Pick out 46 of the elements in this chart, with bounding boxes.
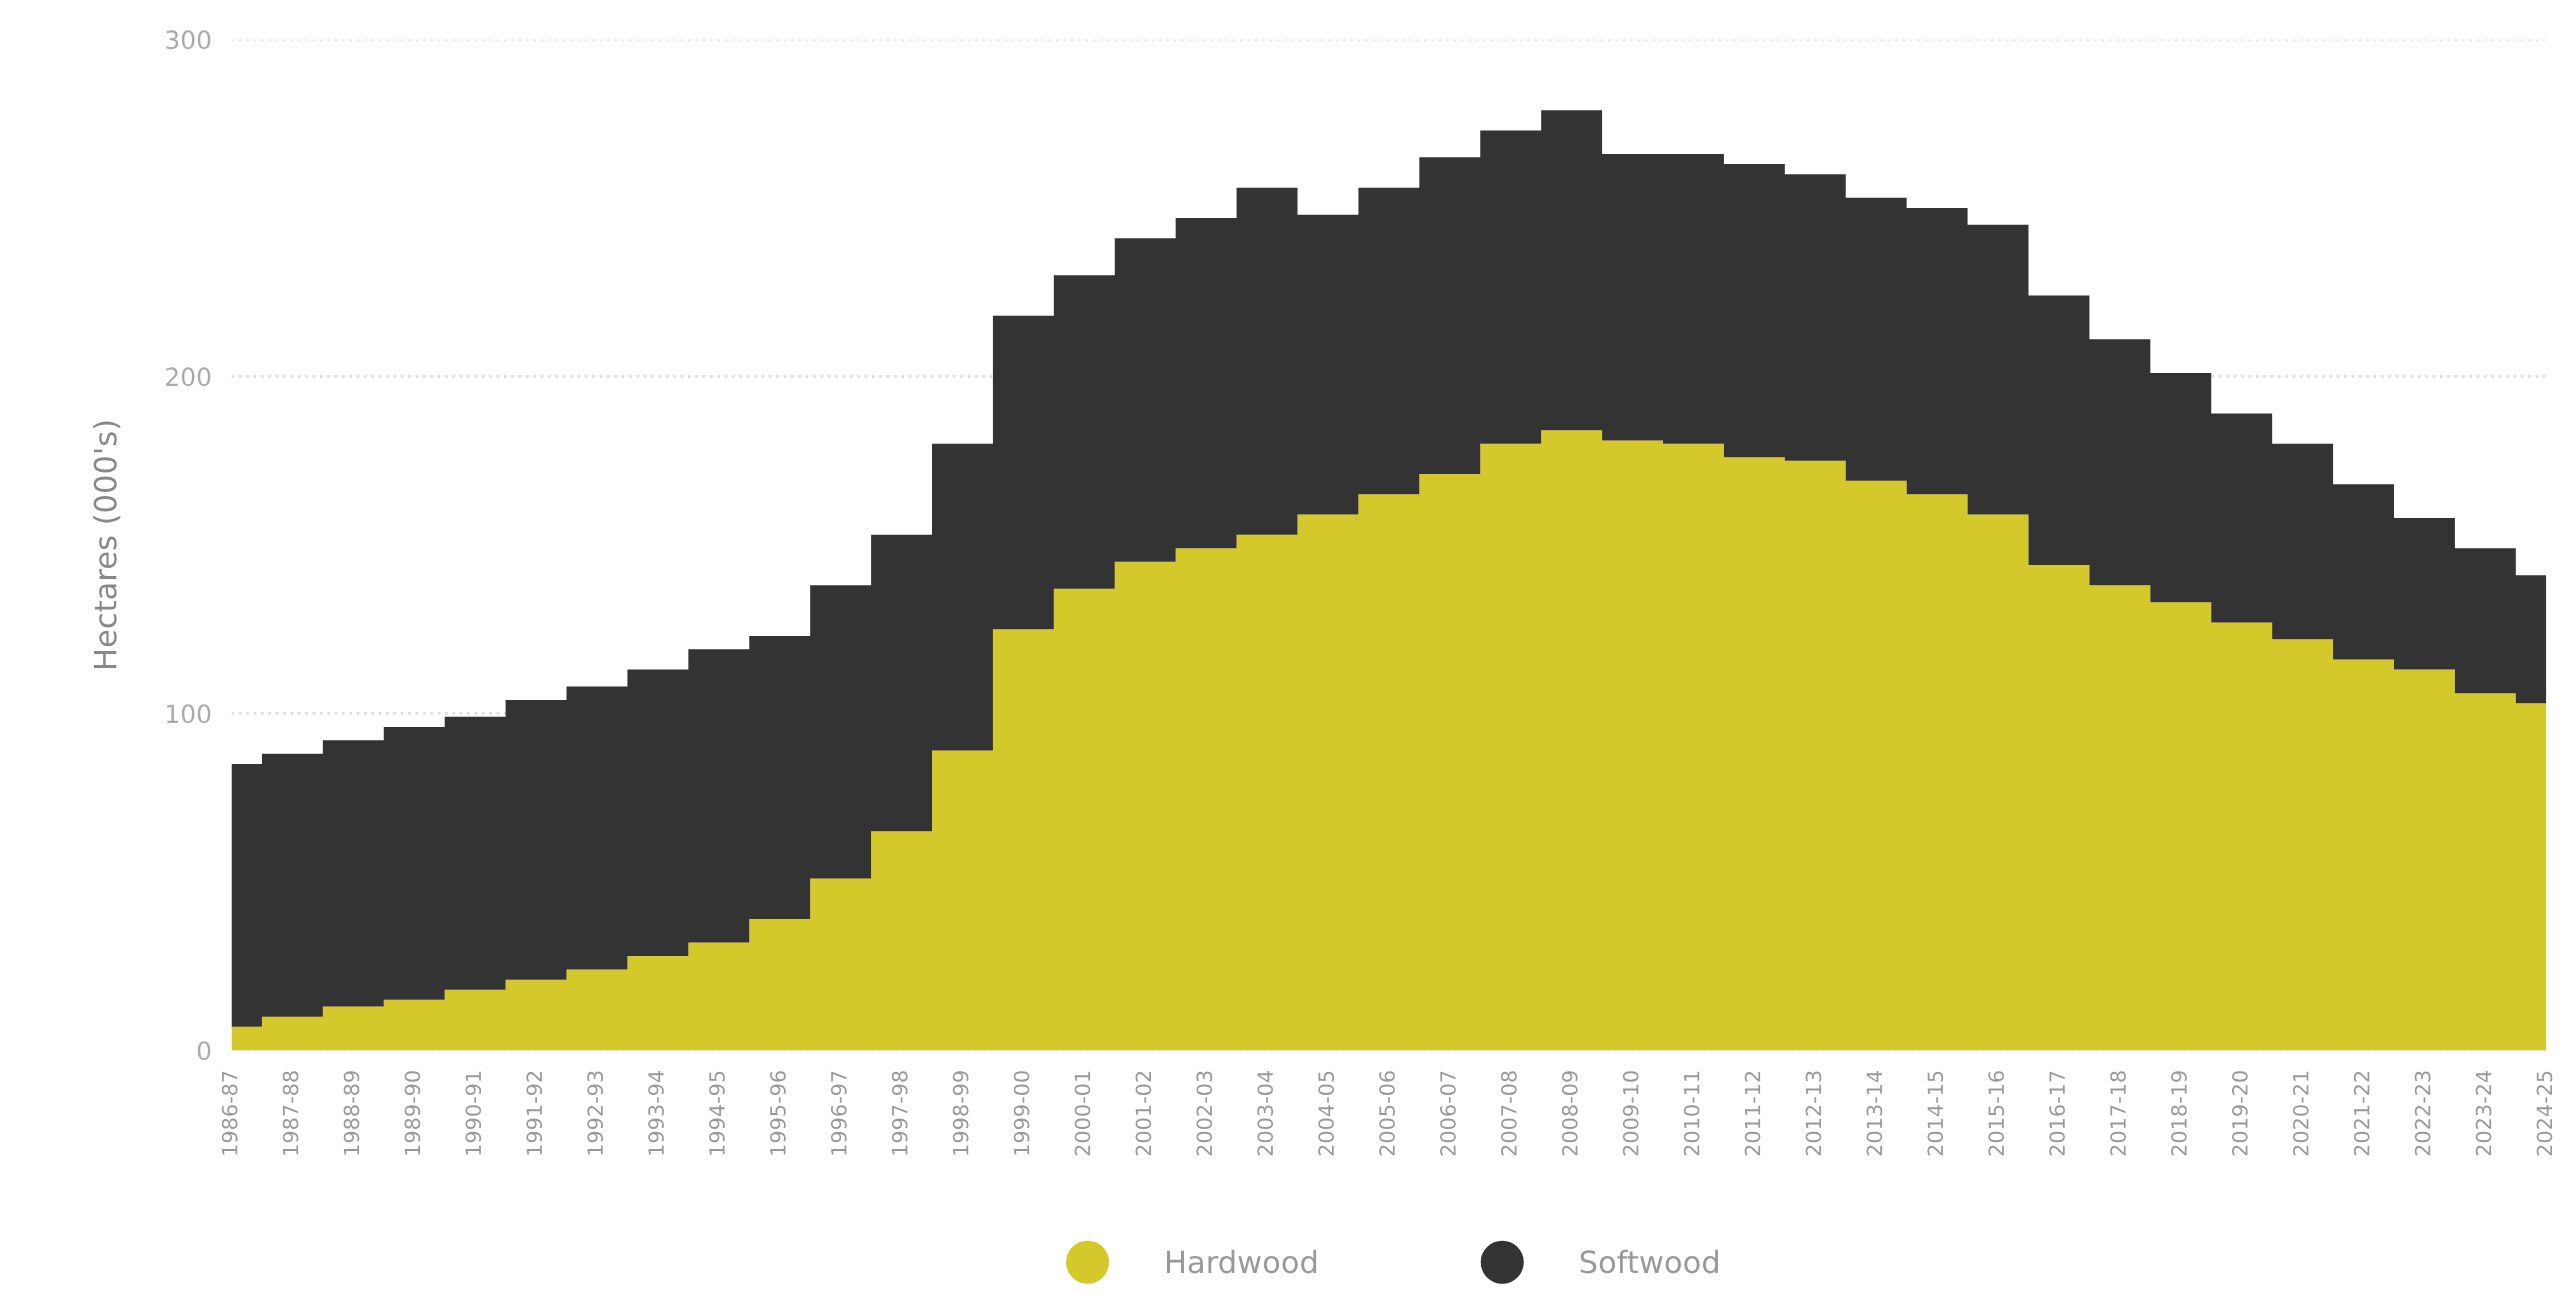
- x-tick-label: 2024-25: [2536, 1071, 2553, 1156]
- x-tick-label: 1989-90: [404, 1071, 421, 1155]
- x-tick-label: 2021-22: [2353, 1071, 2370, 1156]
- x-tick-label: 1991-92: [526, 1071, 543, 1155]
- x-tick-label: 1988-89: [343, 1071, 360, 1155]
- x-tick-label: 2018-19: [2171, 1071, 2187, 1156]
- legend-label: Hardwood: [1167, 1249, 1317, 1274]
- x-tick-label: 2012-13: [1805, 1071, 1822, 1156]
- x-tick-label: 2010-11: [1683, 1071, 1700, 1156]
- x-tick-label: 1998-99: [952, 1071, 969, 1155]
- x-tick-label: 2017-18: [2110, 1071, 2126, 1156]
- x-tick-label: 2007-08: [1501, 1071, 1517, 1156]
- x-tick-label: 1994-95: [709, 1071, 725, 1155]
- y-axis-title: Hectares (000's): [93, 421, 121, 668]
- x-tick-label: 2003-04: [1257, 1071, 1274, 1156]
- legend-label: Softwood: [1580, 1249, 1718, 1274]
- x-tick-label: 2014-15: [1927, 1071, 1944, 1156]
- x-tick-label: 2020-21: [2292, 1071, 2309, 1156]
- y-tick-label: 0: [197, 1041, 211, 1061]
- x-tick-label: 1996-97: [830, 1071, 847, 1155]
- x-tick-label: 1997-98: [891, 1071, 908, 1155]
- x-tick-label: 1992-93: [587, 1071, 604, 1155]
- y-tick-label: 300: [166, 30, 211, 50]
- x-tick-label: 2004-05: [1318, 1071, 1335, 1156]
- x-tick-label: 1995-96: [770, 1071, 786, 1155]
- x-tick-label: 1999-00: [1013, 1071, 1030, 1155]
- x-tick-label: 2000-01: [1074, 1071, 1091, 1156]
- x-tick-label: 1987-88: [282, 1071, 299, 1155]
- x-tick-label: 1993-94: [648, 1071, 664, 1155]
- x-tick-label: 2005-06: [1379, 1071, 1395, 1156]
- x-tick-label: 2008-09: [1561, 1071, 1578, 1156]
- x-tick-label: 2013-14: [1866, 1071, 1883, 1156]
- x-tick-label: 2006-07: [1440, 1071, 1456, 1156]
- x-tick-label: 2016-17: [2049, 1071, 2065, 1156]
- x-tick-label: 2015-16: [1988, 1071, 2005, 1156]
- x-tick-label: 2011-12: [1744, 1071, 1761, 1156]
- y-tick-label: 200: [166, 367, 211, 387]
- x-tick-label: 2022-23: [2414, 1071, 2431, 1156]
- x-tick-label: 2001-02: [1135, 1071, 1152, 1156]
- x-tick-label: 1986-87: [221, 1071, 238, 1155]
- x-tick-label: 2009-10: [1622, 1071, 1639, 1156]
- y-tick-label: 100: [167, 704, 211, 724]
- x-tick-label: 2019-20: [2231, 1071, 2248, 1156]
- x-tick-label: 2023-24: [2475, 1071, 2492, 1156]
- x-tick-label: 2002-03: [1196, 1071, 1213, 1156]
- x-tick-label: 1990-91: [465, 1071, 482, 1155]
